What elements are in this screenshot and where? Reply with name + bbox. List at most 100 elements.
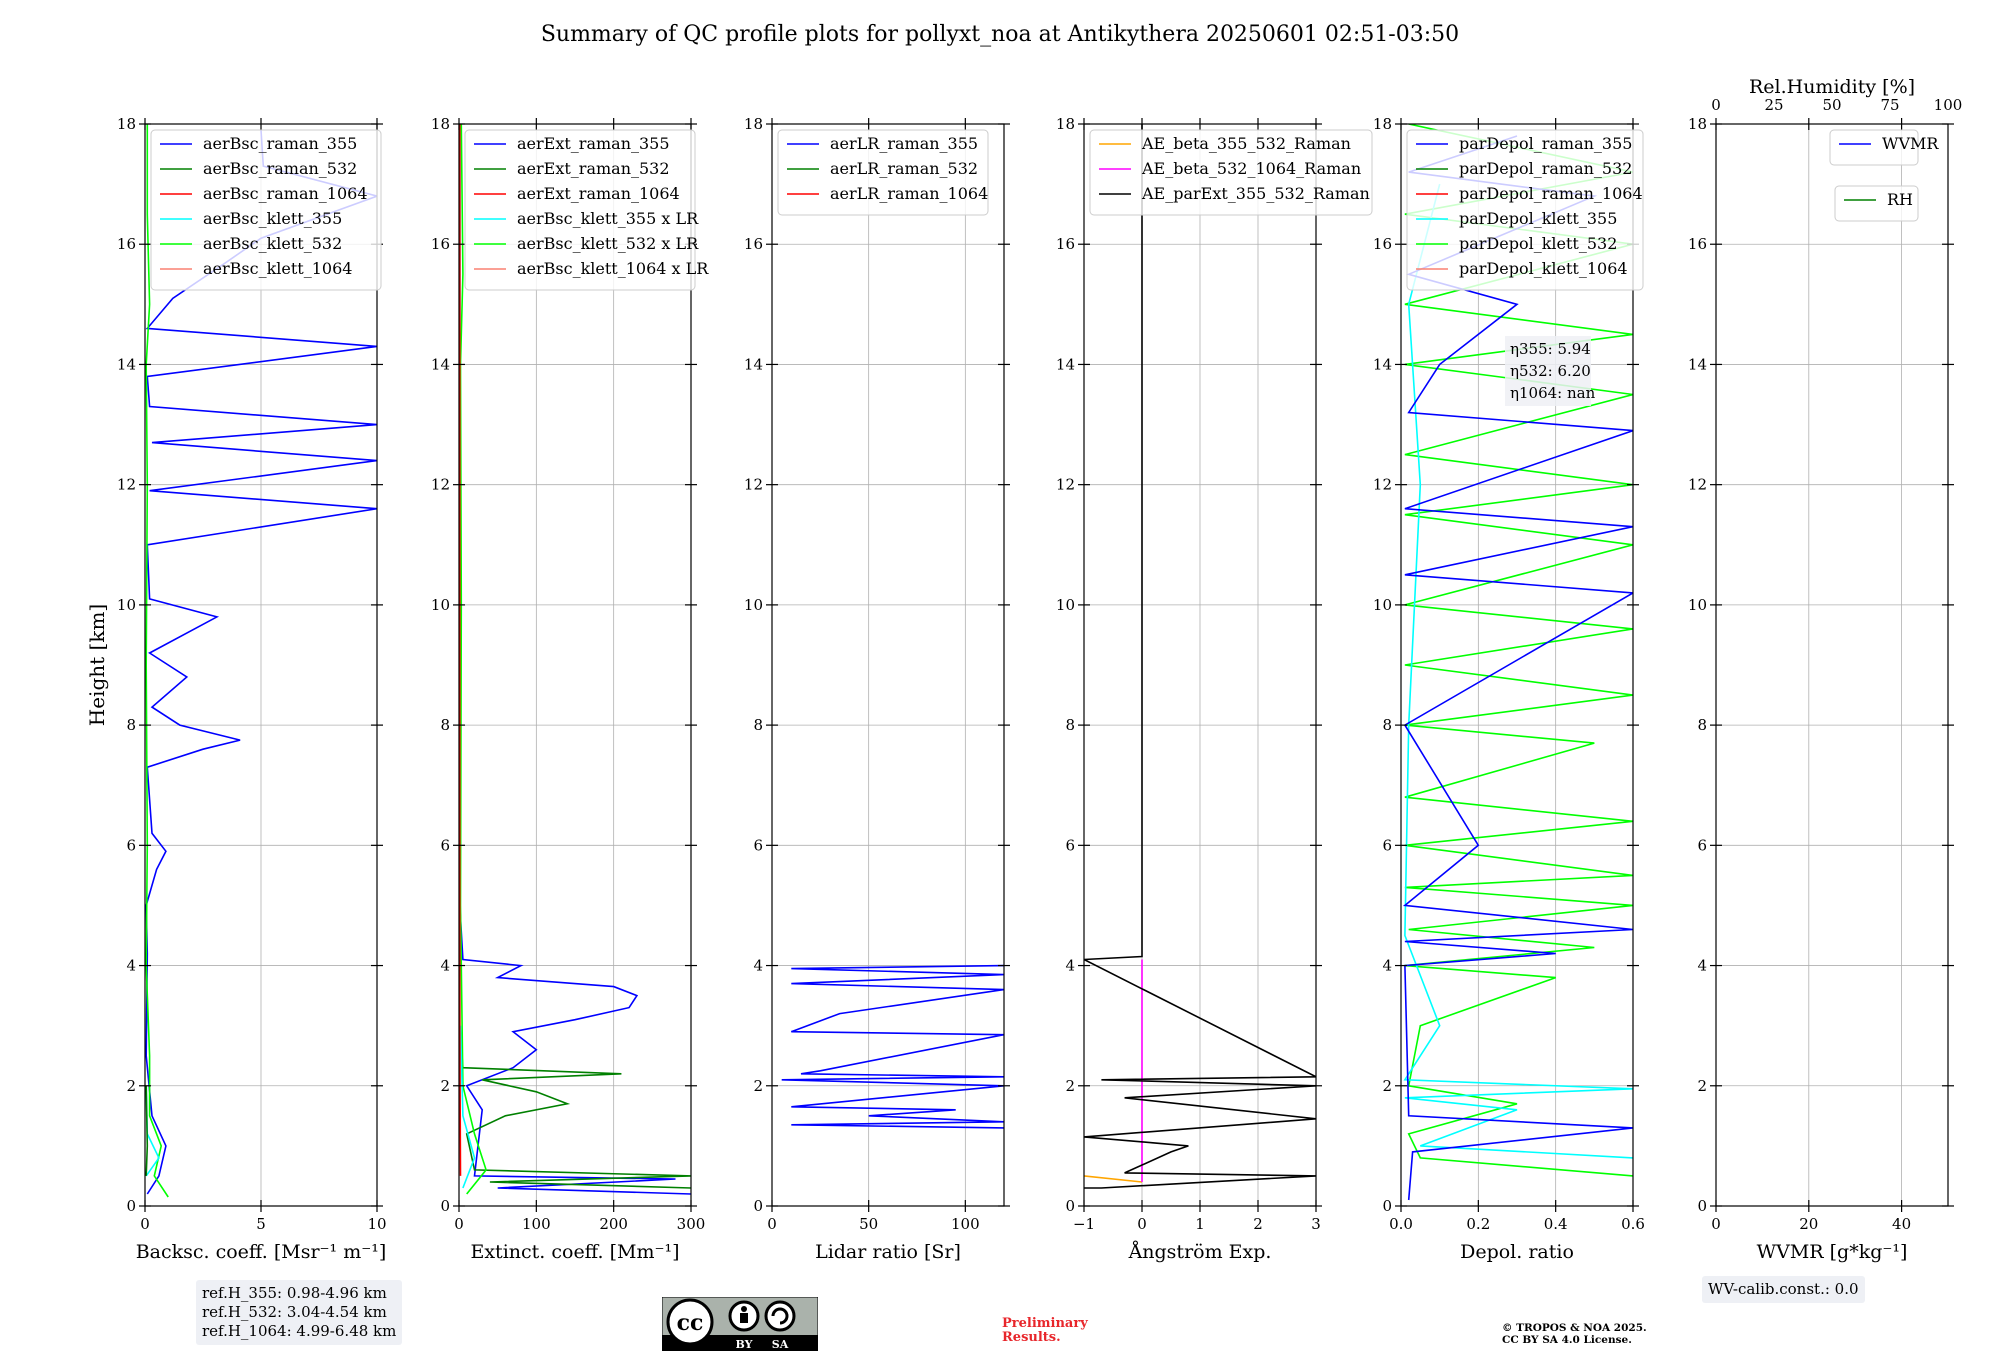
y-tick-label: 2 xyxy=(1382,1077,1392,1095)
legend-box xyxy=(464,129,696,291)
y-tick-label: 16 xyxy=(1688,235,1707,253)
series-line-AE_parExt_355_532_Raman xyxy=(1084,124,1316,1189)
legend-entry: aerBsc_klett_355 x LR xyxy=(517,209,699,228)
top-axis-label: Rel.Humidity [%] xyxy=(1749,76,1915,98)
x-tick-label: 0.0 xyxy=(1389,1215,1413,1233)
series-line-AE_beta_355_532_Raman xyxy=(1084,1175,1143,1183)
x-tick-label: 300 xyxy=(677,1215,706,1233)
y-tick-label: 4 xyxy=(753,957,763,975)
y-tick-label: 2 xyxy=(753,1077,763,1095)
y-tick-label: 14 xyxy=(431,355,450,373)
series-line-aerExt_raman_355 xyxy=(459,124,691,1195)
wv-calib-box: WV-calib.const.: 0.0 xyxy=(1702,1276,1865,1303)
y-tick-label: 12 xyxy=(431,476,450,494)
legend-rh: RH xyxy=(1834,185,1919,222)
series-line-aerExt_raman_1064 xyxy=(459,124,462,1176)
y-tick-label: 8 xyxy=(1382,716,1392,734)
legend-entry: aerBsc_raman_532 xyxy=(203,159,357,178)
legend-entry: aerExt_raman_1064 xyxy=(517,184,680,203)
y-tick-label: 14 xyxy=(1056,355,1075,373)
y-tick-label: 14 xyxy=(1373,355,1392,373)
x-tick-label: 0.2 xyxy=(1466,1215,1490,1233)
legend: AE_beta_355_532_Raman AE_beta_532_1064_Ra… xyxy=(1089,129,1373,216)
y-tick-label: 4 xyxy=(1065,957,1075,975)
panel-frame xyxy=(771,123,1005,1207)
legend-entry: aerLR_raman_1064 xyxy=(830,184,988,203)
series-line-parDepol_klett_355 xyxy=(1403,183,1633,1159)
sa-icon xyxy=(764,1300,796,1332)
legend-entry: parDepol_klett_1064 xyxy=(1459,259,1628,278)
preliminary-note: Preliminary Results. xyxy=(1002,1317,1122,1345)
panel-frame xyxy=(458,123,692,1207)
y-tick-label: 10 xyxy=(1056,596,1075,614)
ref-height-box: ref.H_355: 0.98-4.96 km ref.H_532: 3.04-… xyxy=(196,1280,403,1345)
y-tick-label: 10 xyxy=(431,596,450,614)
panel-extinction: 0 2 4 6 8 10 12 14 16 18 0 100 200 300 Extinct. coeff.… xyxy=(431,115,709,1263)
legend: aerLR_raman_355 aerLR_raman_532 aerLR_rama… xyxy=(777,129,989,216)
y-tick-label: 8 xyxy=(440,716,450,734)
y-tick-label: 6 xyxy=(1382,836,1392,854)
annotation-box xyxy=(1505,336,1591,406)
shared-y-axis-label: Height [km] xyxy=(85,604,109,726)
y-tick-label: 0 xyxy=(1382,1197,1392,1215)
legend-entry: parDepol_raman_1064 xyxy=(1459,184,1643,203)
cc-license-logo: cc BY SA xyxy=(662,1297,818,1351)
y-tick-label: 12 xyxy=(744,476,763,494)
panel-lidar-ratio: 0 2 4 6 8 10 12 14 16 18 0 50 100 Lidar ratio [Sr] aer… xyxy=(744,115,1010,1263)
series-line-aerBsc_raman_532 xyxy=(145,1085,149,1176)
x-tick-label: 10 xyxy=(367,1215,386,1233)
annotation-line: η532: 6.20 xyxy=(1510,362,1591,380)
y-tick-label: 2 xyxy=(1697,1077,1707,1095)
by-label: BY xyxy=(736,1338,753,1351)
x-tick-label: 100 xyxy=(522,1215,551,1233)
y-tick-label: 14 xyxy=(117,355,136,373)
legend-entry: AE_beta_355_532_Raman xyxy=(1141,134,1351,153)
legend-entry: aerBsc_klett_532 xyxy=(203,234,342,253)
y-tick-label: 6 xyxy=(753,836,763,854)
x-tick-label: 0 xyxy=(1137,1215,1147,1233)
top-x-tick-label: 0 xyxy=(1711,96,1721,114)
legend-box xyxy=(1829,129,1919,166)
y-tick-label: 12 xyxy=(1688,476,1707,494)
top-x-tick-label: 75 xyxy=(1880,96,1899,114)
x-tick-label: 0.6 xyxy=(1621,1215,1645,1233)
y-tick-label: 12 xyxy=(1373,476,1392,494)
y-tick-label: 10 xyxy=(744,596,763,614)
x-axis-label: Backsc. coeff. [Msr⁻¹ m⁻¹] xyxy=(136,1241,387,1263)
y-tick-label: 8 xyxy=(126,716,136,734)
y-tick-label: 10 xyxy=(1688,596,1707,614)
x-tick-label: 1 xyxy=(1195,1215,1205,1233)
legend-box xyxy=(1406,129,1644,291)
y-tick-label: 18 xyxy=(1056,115,1075,133)
y-tick-label: 6 xyxy=(1065,836,1075,854)
ref-height-532: ref.H_532: 3.04-4.54 km xyxy=(202,1303,387,1321)
y-tick-label: 12 xyxy=(1056,476,1075,494)
x-tick-label: 0 xyxy=(1711,1215,1721,1233)
y-tick-label: 14 xyxy=(1688,355,1707,373)
x-axis-label: Lidar ratio [Sr] xyxy=(815,1241,961,1263)
x-tick-label: 0.4 xyxy=(1544,1215,1568,1233)
legend-entry: parDepol_klett_532 xyxy=(1459,234,1617,253)
x-tick-label: 2 xyxy=(1253,1215,1263,1233)
y-tick-label: 6 xyxy=(440,836,450,854)
x-tick-label: 50 xyxy=(859,1215,878,1233)
panel-frame xyxy=(1715,123,1949,1207)
y-tick-label: 8 xyxy=(1065,716,1075,734)
y-tick-label: 10 xyxy=(1373,596,1392,614)
top-x-tick-label: 25 xyxy=(1764,96,1783,114)
ref-height-355: ref.H_355: 0.98-4.96 km xyxy=(202,1284,387,1302)
copyright-note: © TROPOS & NOA 2025. CC BY SA 4.0 Licens… xyxy=(1502,1322,1722,1346)
y-tick-label: 6 xyxy=(126,836,136,854)
legend-entry: parDepol_klett_355 xyxy=(1459,209,1617,228)
y-tick-label: 16 xyxy=(117,235,136,253)
x-tick-label: 0 xyxy=(767,1215,777,1233)
y-tick-label: 16 xyxy=(1056,235,1075,253)
x-tick-label: 0 xyxy=(140,1215,150,1233)
annotation-line: η355: 5.94 xyxy=(1510,340,1591,358)
y-tick-label: 16 xyxy=(431,235,450,253)
panel-depol: 0 2 4 6 8 10 12 14 16 18 0.0 0.2 0.4 0.6 Depol. ratio p… xyxy=(1373,115,1645,1263)
y-tick-label: 16 xyxy=(1373,235,1392,253)
legend-entry: RH xyxy=(1887,190,1913,209)
legend: parDepol_raman_355 parDepol_raman_532 parD… xyxy=(1406,129,1644,291)
